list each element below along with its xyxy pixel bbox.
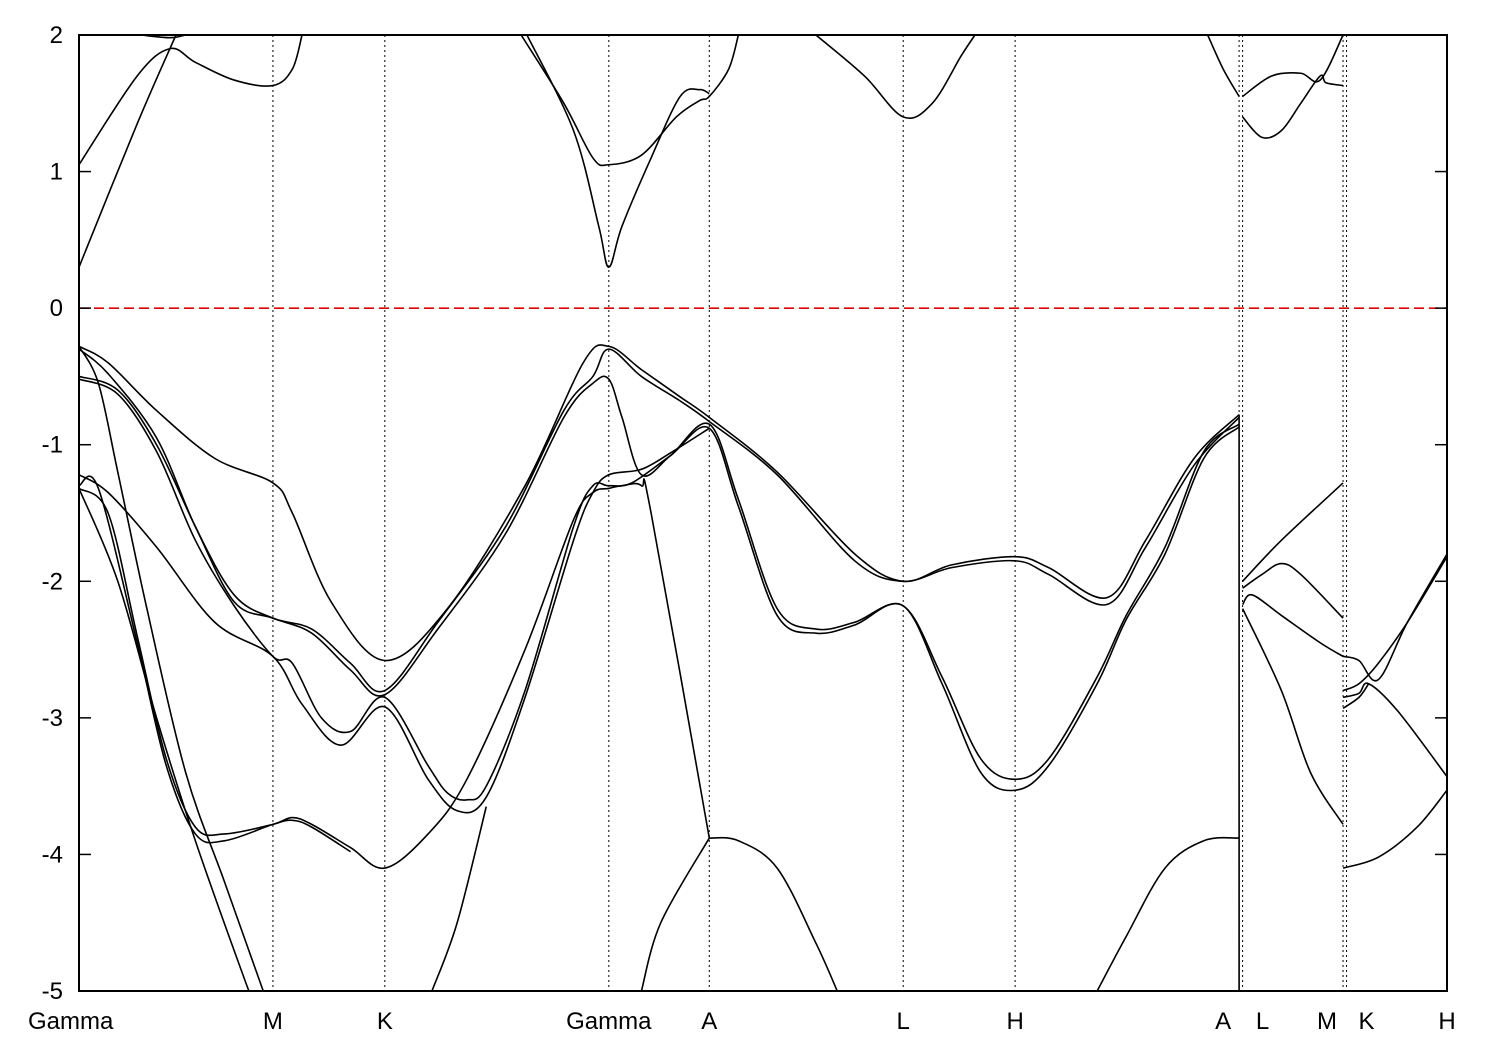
k-point-label: H <box>1006 1008 1023 1035</box>
band-line <box>79 427 710 814</box>
band-line <box>1241 74 1344 139</box>
y-axis: 2 1 0 -1 -2 -3 -4 -5 <box>42 22 1447 1005</box>
y-tick-label: -2 <box>42 568 63 595</box>
y-tick-label: 2 <box>50 22 63 49</box>
band-line <box>431 806 488 991</box>
k-point-label: M <box>263 1008 283 1035</box>
y-tick-label: -4 <box>42 841 63 868</box>
band-line <box>79 345 264 991</box>
x-axis: Gamma M K Gamma A L H A L M K H <box>28 1008 1456 1035</box>
band-line <box>1342 556 1447 692</box>
k-point-label: Gamma <box>28 1008 114 1035</box>
band-line <box>79 375 1240 781</box>
band-line <box>79 344 1240 662</box>
band-line <box>79 348 1240 693</box>
k-point-label: K <box>377 1008 393 1035</box>
band-line <box>79 378 1240 801</box>
band-line <box>79 475 351 853</box>
k-point-label: A <box>1215 1008 1231 1035</box>
band-line <box>79 478 711 869</box>
band-line <box>1241 593 1344 658</box>
y-tick-label: 1 <box>50 159 63 186</box>
band-line <box>815 35 976 119</box>
band-line <box>709 836 839 991</box>
band-line <box>1342 553 1447 682</box>
band-line <box>79 488 251 991</box>
k-point-label: A <box>701 1008 717 1035</box>
band-line <box>79 35 303 166</box>
band-line <box>1242 562 1344 619</box>
band-line <box>1206 35 1240 97</box>
y-tick-label: -3 <box>42 705 63 732</box>
y-tick-label: 0 <box>50 295 63 322</box>
plot-frame <box>78 34 1448 992</box>
k-point-label: Gamma <box>566 1008 652 1035</box>
band-lines <box>79 35 1447 991</box>
band-line <box>520 35 740 167</box>
k-point-label: K <box>1359 1008 1375 1035</box>
band-line <box>526 35 710 268</box>
high-symmetry-lines <box>272 35 1348 991</box>
band-line <box>1241 608 1344 825</box>
k-point-label: H <box>1438 1008 1455 1035</box>
band-line <box>79 35 177 268</box>
band-line <box>1242 35 1344 98</box>
k-point-label: M <box>1317 1008 1337 1035</box>
k-point-label: L <box>1256 1008 1269 1035</box>
y-tick-label: -1 <box>42 432 63 459</box>
band-line <box>640 837 710 991</box>
band-line <box>1342 682 1447 778</box>
y-tick-label: -5 <box>42 978 63 1005</box>
band-line <box>1242 482 1344 582</box>
band-line <box>1096 836 1240 991</box>
k-point-label: L <box>897 1008 910 1035</box>
band-line <box>1342 789 1447 869</box>
